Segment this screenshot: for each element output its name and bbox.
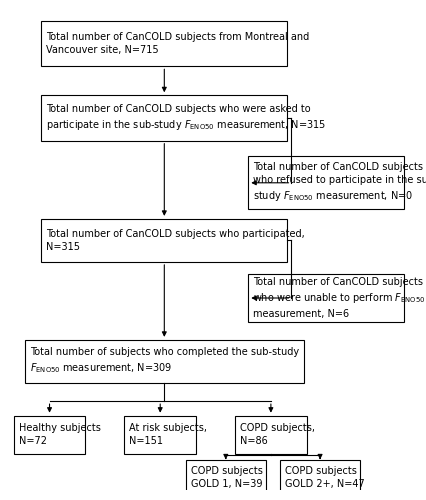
FancyBboxPatch shape — [185, 460, 265, 496]
FancyBboxPatch shape — [14, 416, 85, 454]
Text: COPD subjects
GOLD 1, N=39: COPD subjects GOLD 1, N=39 — [190, 466, 262, 489]
Text: Healthy subjects
N=72: Healthy subjects N=72 — [19, 423, 100, 446]
FancyBboxPatch shape — [248, 156, 403, 209]
FancyBboxPatch shape — [124, 416, 196, 454]
Text: Total number of CanCOLD subjects who participated,
N=315: Total number of CanCOLD subjects who par… — [46, 229, 304, 252]
FancyBboxPatch shape — [41, 219, 287, 262]
FancyBboxPatch shape — [41, 95, 287, 141]
FancyBboxPatch shape — [279, 460, 359, 496]
FancyBboxPatch shape — [234, 416, 306, 454]
Text: COPD subjects
GOLD 2+, N=47: COPD subjects GOLD 2+, N=47 — [285, 466, 364, 489]
FancyBboxPatch shape — [248, 274, 403, 322]
Text: Total number of subjects who completed the sub-study
$F_{\mathrm{ENO50}}$ measur: Total number of subjects who completed t… — [30, 348, 298, 376]
FancyBboxPatch shape — [25, 340, 303, 383]
Text: Total number of CanCOLD subjects
who were unable to perform $F_{\mathrm{ENO50}}$: Total number of CanCOLD subjects who wer… — [253, 278, 425, 318]
Text: Total number of CanCOLD subjects who were asked to
participate in the sub-study : Total number of CanCOLD subjects who wer… — [46, 104, 326, 132]
FancyBboxPatch shape — [41, 21, 287, 66]
Text: At risk subjects,
N=151: At risk subjects, N=151 — [129, 423, 207, 446]
Text: COPD subjects,
N=86: COPD subjects, N=86 — [239, 423, 314, 446]
Text: Total number of CanCOLD subjects
who refused to participate in the sub-
study $F: Total number of CanCOLD subjects who ref… — [253, 162, 426, 203]
Text: Total number of CanCOLD subjects from Montreal and
Vancouver site, N=715: Total number of CanCOLD subjects from Mo… — [46, 32, 309, 55]
